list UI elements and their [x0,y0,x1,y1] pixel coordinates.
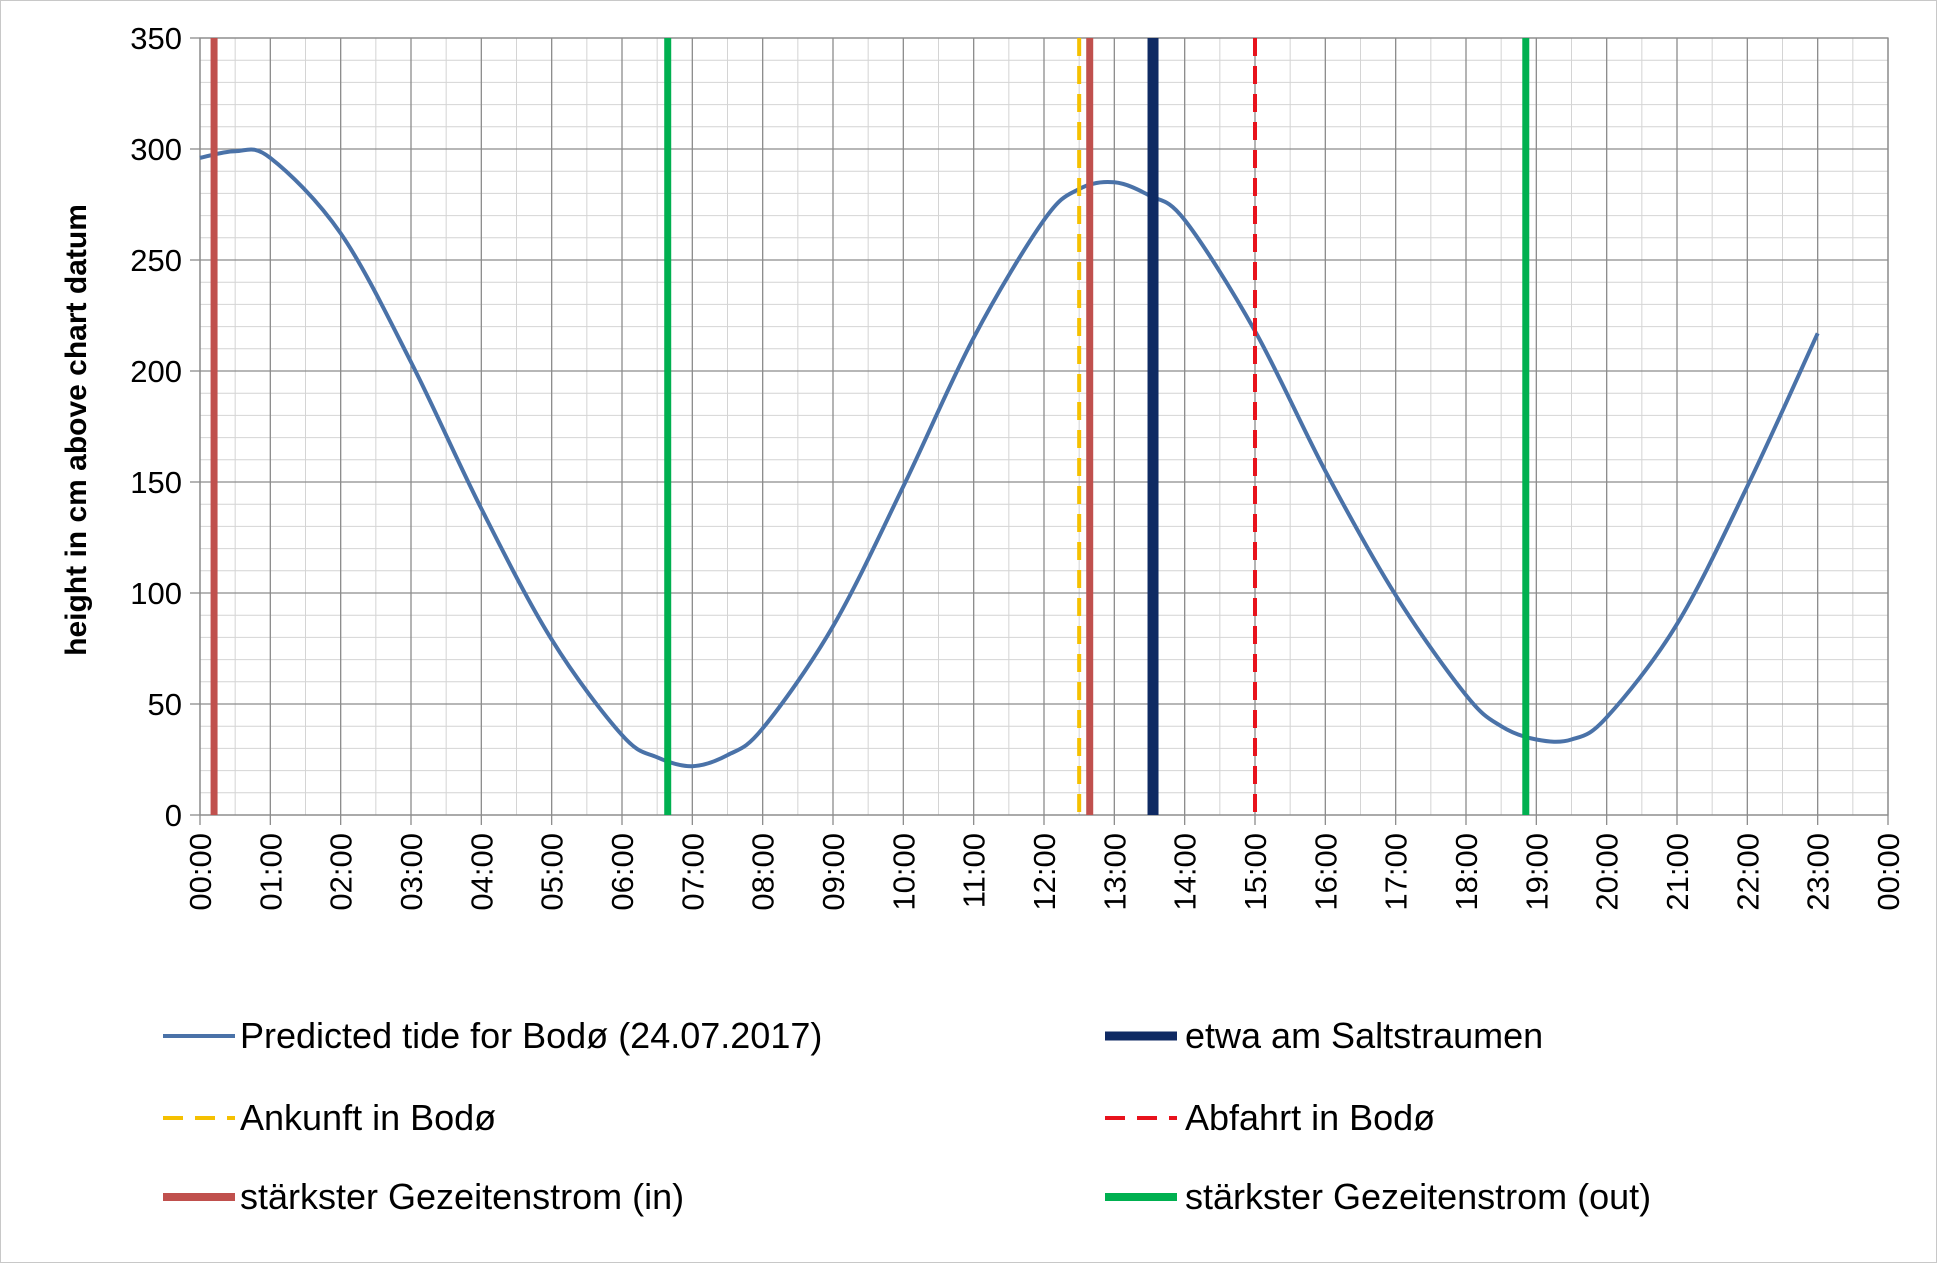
x-tick-label: 12:00 [1027,833,1062,911]
x-tick-label: 00:00 [183,833,218,911]
y-tick-label: 350 [130,21,182,56]
y-axis-label: height in cm above chart datum [60,204,93,656]
x-tick-label: 01:00 [253,833,288,911]
y-tick-label: 300 [130,132,182,167]
legend-label: stärkster Gezeitenstrom (out) [1185,1176,1651,1217]
x-tick-label: 04:00 [464,833,499,911]
x-tick-label: 23:00 [1801,833,1836,911]
x-tick-label: 17:00 [1379,833,1414,911]
legend-label: etwa am Saltstraumen [1185,1015,1543,1056]
x-tick-label: 16:00 [1308,833,1343,911]
legend: Predicted tide for Bodø (24.07.2017) etwa… [163,1015,1651,1217]
x-tick-label: 11:00 [957,833,992,908]
x-tick-label: 08:00 [746,833,781,911]
x-tick-label: 10:00 [886,833,921,911]
y-tick-label: 200 [130,354,182,389]
legend-label: Ankunft in Bodø [240,1097,496,1138]
x-tick-label: 06:00 [605,833,640,911]
x-tick-label: 02:00 [324,833,359,911]
legend-label: stärkster Gezeitenstrom (in) [240,1176,684,1217]
y-tick-label: 150 [130,465,182,500]
x-tick-label: 21:00 [1660,833,1695,911]
x-tick-label: 18:00 [1449,833,1484,911]
marker-lines [210,38,1530,815]
y-tick-label: 100 [130,576,182,611]
x-tick-label: 00:00 [1871,833,1906,911]
y-tick-label: 0 [165,798,182,833]
x-tick-label: 05:00 [535,833,570,911]
legend-label: Abfahrt in Bodø [1185,1097,1435,1138]
y-tick-label: 50 [148,687,182,722]
y-axis-ticks: 0 50 100 150 200 250 300 350 [130,21,200,833]
x-tick-label: 22:00 [1730,833,1765,911]
x-tick-label: 19:00 [1519,833,1554,911]
x-tick-label: 14:00 [1168,833,1203,911]
legend-label: Predicted tide for Bodø (24.07.2017) [240,1015,822,1056]
tide-series-line [199,147,1820,769]
major-grid [199,37,1889,816]
x-axis-ticks: 00:00 01:00 02:00 03:00 04:00 05:00 06:00 07:00… [183,815,1906,911]
x-tick-label: 03:00 [394,833,429,911]
x-tick-label: 20:00 [1590,833,1625,911]
x-tick-label: 15:00 [1238,833,1273,911]
y-tick-label: 250 [130,243,182,278]
x-tick-label: 13:00 [1097,833,1132,911]
x-tick-label: 07:00 [675,833,710,911]
x-tick-label: 09:00 [816,833,851,911]
series-layer [199,147,1820,769]
